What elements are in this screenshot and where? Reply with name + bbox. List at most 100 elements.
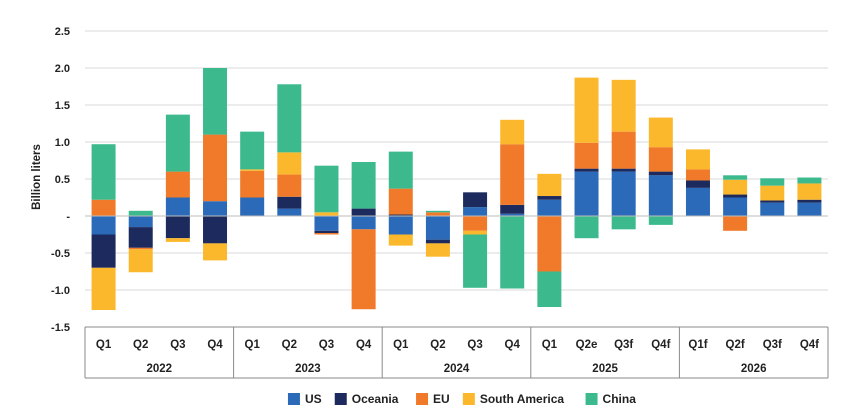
y-tick-label: 2.5 <box>55 26 70 38</box>
bar-segment-eu <box>648 147 673 172</box>
x-tick-label: Q2f <box>726 339 745 351</box>
x-tick-label: Q1 <box>542 339 558 351</box>
bars <box>91 68 822 310</box>
bar-segment-china <box>760 178 785 186</box>
bar-segment-oceania <box>91 234 116 268</box>
bar-segment-south-america <box>425 243 450 257</box>
y-tick-label: 2.0 <box>55 63 70 75</box>
x-tick-label: Q2 <box>133 339 148 351</box>
bar-segment-oceania <box>203 216 228 244</box>
bar-segment-eu <box>537 216 562 272</box>
bar-segment-south-america <box>797 183 822 200</box>
x-tick-label: Q1 <box>393 339 409 351</box>
bar-segment-oceania <box>648 171 673 176</box>
bar-segment-south-america <box>388 234 413 246</box>
bar-segment-china <box>537 271 562 308</box>
bar-segment-us <box>165 197 190 216</box>
bar-segment-us <box>463 207 488 216</box>
bar-segment-us <box>388 216 413 235</box>
bar-segment-china <box>240 131 265 170</box>
bar-segment-eu <box>425 212 450 216</box>
year-label: 2023 <box>295 363 321 375</box>
bar-segment-eu <box>351 229 376 310</box>
bar-segment-eu <box>277 174 302 197</box>
bar-segment-us <box>277 208 302 216</box>
bar-segment-south-america <box>537 173 562 197</box>
y-tick-label: 0.5 <box>55 174 70 186</box>
bar-segment-china <box>128 210 153 216</box>
x-tick-label: Q2e <box>576 339 598 351</box>
bar-segment-oceania <box>685 180 710 188</box>
bar-segment-oceania <box>760 200 785 203</box>
bar-segment-china <box>574 216 599 239</box>
legend-item-china: China <box>585 392 637 406</box>
bar-segment-us <box>685 187 710 216</box>
y-tick-label: -0.5 <box>51 248 70 260</box>
bar-segment-oceania <box>797 199 822 203</box>
bar-segment-oceania <box>351 208 376 216</box>
legend-label: China <box>603 392 637 406</box>
bar-segment-south-america <box>277 152 302 175</box>
x-tick-label: Q2 <box>282 339 297 351</box>
legend-item-eu: EU <box>416 392 450 406</box>
bar-segment-us <box>91 216 116 235</box>
y-tick-label: -1.5 <box>51 322 70 334</box>
bar-segment-eu <box>388 188 413 215</box>
bar-segment-south-america <box>574 77 599 143</box>
bar-segment-oceania <box>574 168 599 172</box>
bar-segment-us <box>240 197 265 216</box>
bar-segment-south-america <box>240 169 265 171</box>
legend-label: US <box>305 392 322 406</box>
bar-segment-oceania <box>723 194 748 198</box>
bar-segment-us <box>723 197 748 216</box>
bar-segment-us <box>500 213 525 216</box>
bar-segment-china <box>203 68 228 135</box>
legend-swatch <box>585 393 598 405</box>
x-tick-label: Q4 <box>505 339 521 351</box>
bar-segment-oceania <box>314 230 339 234</box>
bar-segment-eu <box>723 216 748 231</box>
bar-segment-eu <box>91 199 116 216</box>
bar-segment-eu <box>165 171 190 198</box>
bar-segment-us <box>648 175 673 216</box>
legend-label: EU <box>433 392 450 406</box>
bar-segment-eu <box>240 170 265 198</box>
bar-segment-eu <box>611 131 636 169</box>
bar-segment-china <box>425 210 450 213</box>
bar-segment-south-america <box>500 119 525 145</box>
x-tick-label: Q4f <box>800 339 819 351</box>
bar-segment-china <box>277 84 302 153</box>
bar-segment-south-america <box>314 212 339 216</box>
bar-segment-china <box>388 151 413 189</box>
bar-segment-south-america <box>203 243 228 261</box>
bar-segment-us <box>797 202 822 216</box>
bar-segment-eu <box>314 233 339 235</box>
bar-segment-eu <box>128 247 153 250</box>
bar-segment-south-america <box>760 185 785 201</box>
bar-segment-china <box>351 161 376 209</box>
gridlines <box>85 30 828 328</box>
bar-segment-eu <box>203 134 228 202</box>
bar-segment-oceania <box>165 216 190 239</box>
bar-segment-us <box>574 171 599 216</box>
bar-segment-oceania <box>500 204 525 214</box>
bar-segment-oceania <box>537 196 562 200</box>
bar-segment-china <box>91 144 116 200</box>
bar-segment-us <box>128 216 153 228</box>
bar-segment-china <box>314 165 339 213</box>
year-label: 2022 <box>147 363 173 375</box>
bar-segment-china <box>648 216 673 225</box>
bar-segment-us <box>611 171 636 216</box>
year-label: 2025 <box>592 363 618 375</box>
y-axis-label: Billion liters <box>31 144 43 210</box>
legend-item-south-america: South America <box>462 392 564 406</box>
y-tick-label: 1.5 <box>55 100 70 112</box>
bar-segment-us <box>760 202 785 216</box>
legend-item-us: US <box>287 392 322 406</box>
x-tick-label: Q4f <box>651 339 670 351</box>
bar-segment-eu <box>463 216 488 231</box>
legend-swatch <box>287 393 300 405</box>
x-tick-label: Q4 <box>356 339 372 351</box>
